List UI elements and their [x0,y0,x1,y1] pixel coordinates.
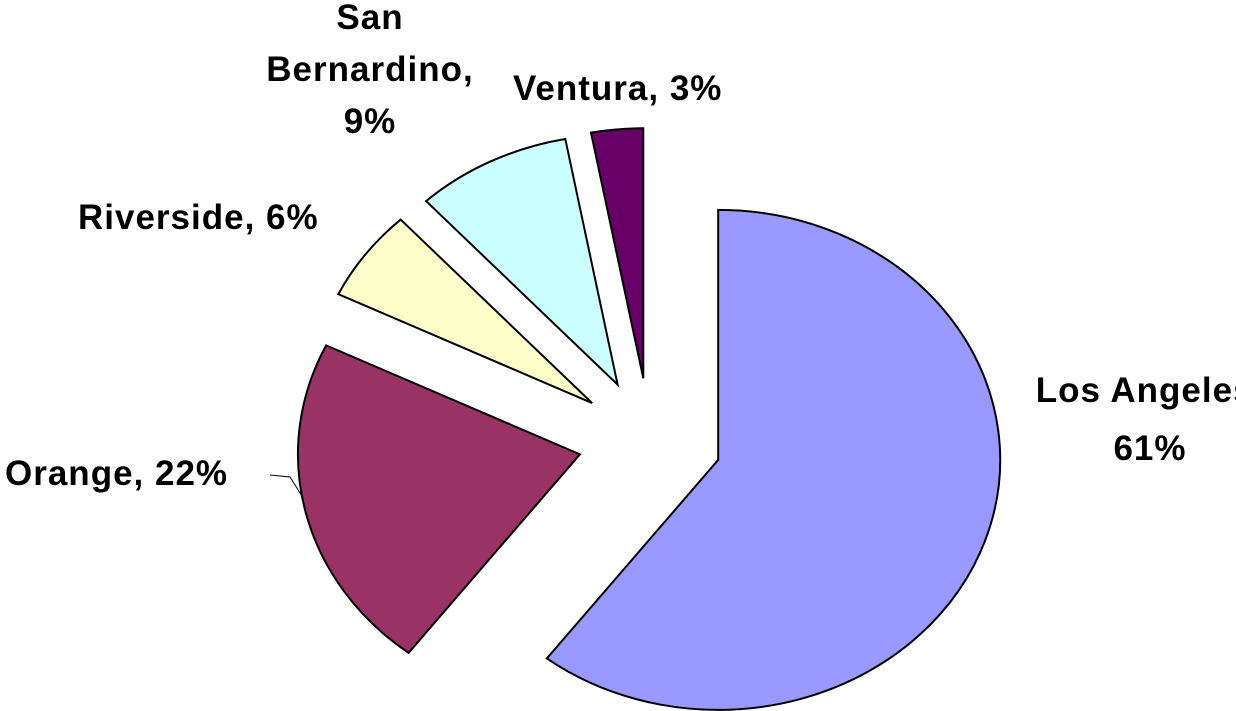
pie-slice [424,137,620,388]
slice-label: Los Angeles, 61% [1035,371,1236,468]
slice-label: Riverside, 6% [78,198,319,237]
slice-label: Orange, 22% [5,454,229,493]
pie-slice [545,208,1002,711]
pie-slice [589,127,645,379]
pie-slice [296,344,582,655]
pie-slice [336,218,593,405]
slice-label: San Bernardino, 9% [266,0,474,141]
slice-label: Ventura, 3% [513,69,723,108]
